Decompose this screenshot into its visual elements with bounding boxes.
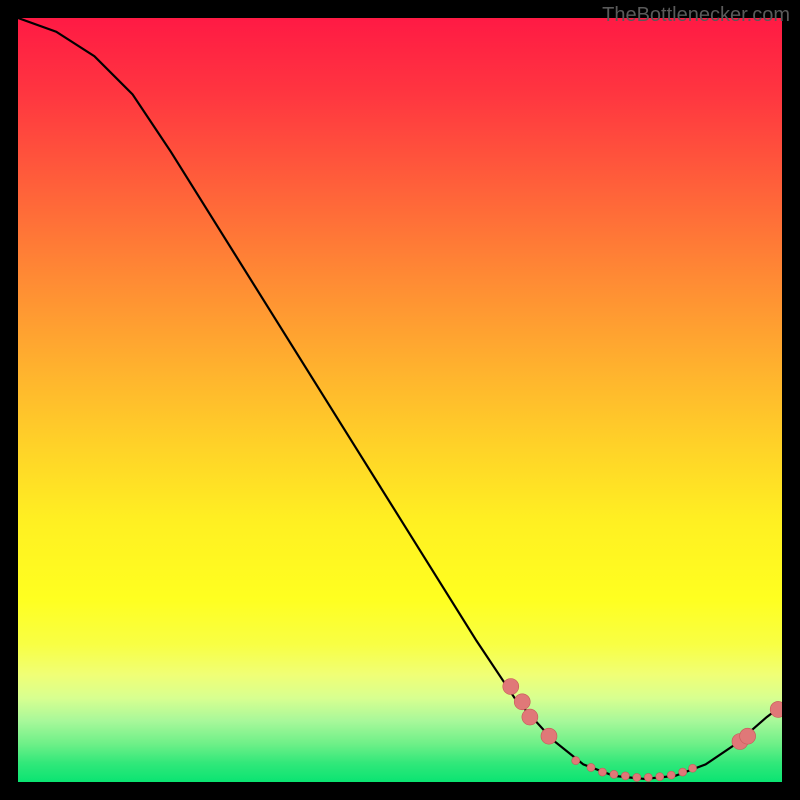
data-marker — [633, 773, 641, 781]
data-markers — [503, 679, 782, 782]
data-marker — [522, 709, 538, 725]
data-marker — [541, 728, 557, 744]
watermark-text: TheBottlenecker.com — [602, 4, 790, 27]
data-marker — [621, 772, 629, 780]
data-marker — [572, 757, 580, 765]
data-marker — [587, 763, 595, 771]
chart-line-layer — [18, 18, 782, 782]
data-marker — [656, 773, 664, 781]
data-marker — [610, 770, 618, 778]
data-marker — [598, 768, 606, 776]
data-marker — [770, 701, 782, 717]
bottleneck-curve — [18, 18, 782, 779]
chart-plot-area — [18, 18, 782, 782]
data-marker — [667, 771, 675, 779]
data-marker — [503, 679, 519, 695]
data-marker — [644, 773, 652, 781]
data-marker — [740, 728, 756, 744]
data-marker — [514, 694, 530, 710]
data-marker — [689, 764, 697, 772]
data-marker — [679, 768, 687, 776]
